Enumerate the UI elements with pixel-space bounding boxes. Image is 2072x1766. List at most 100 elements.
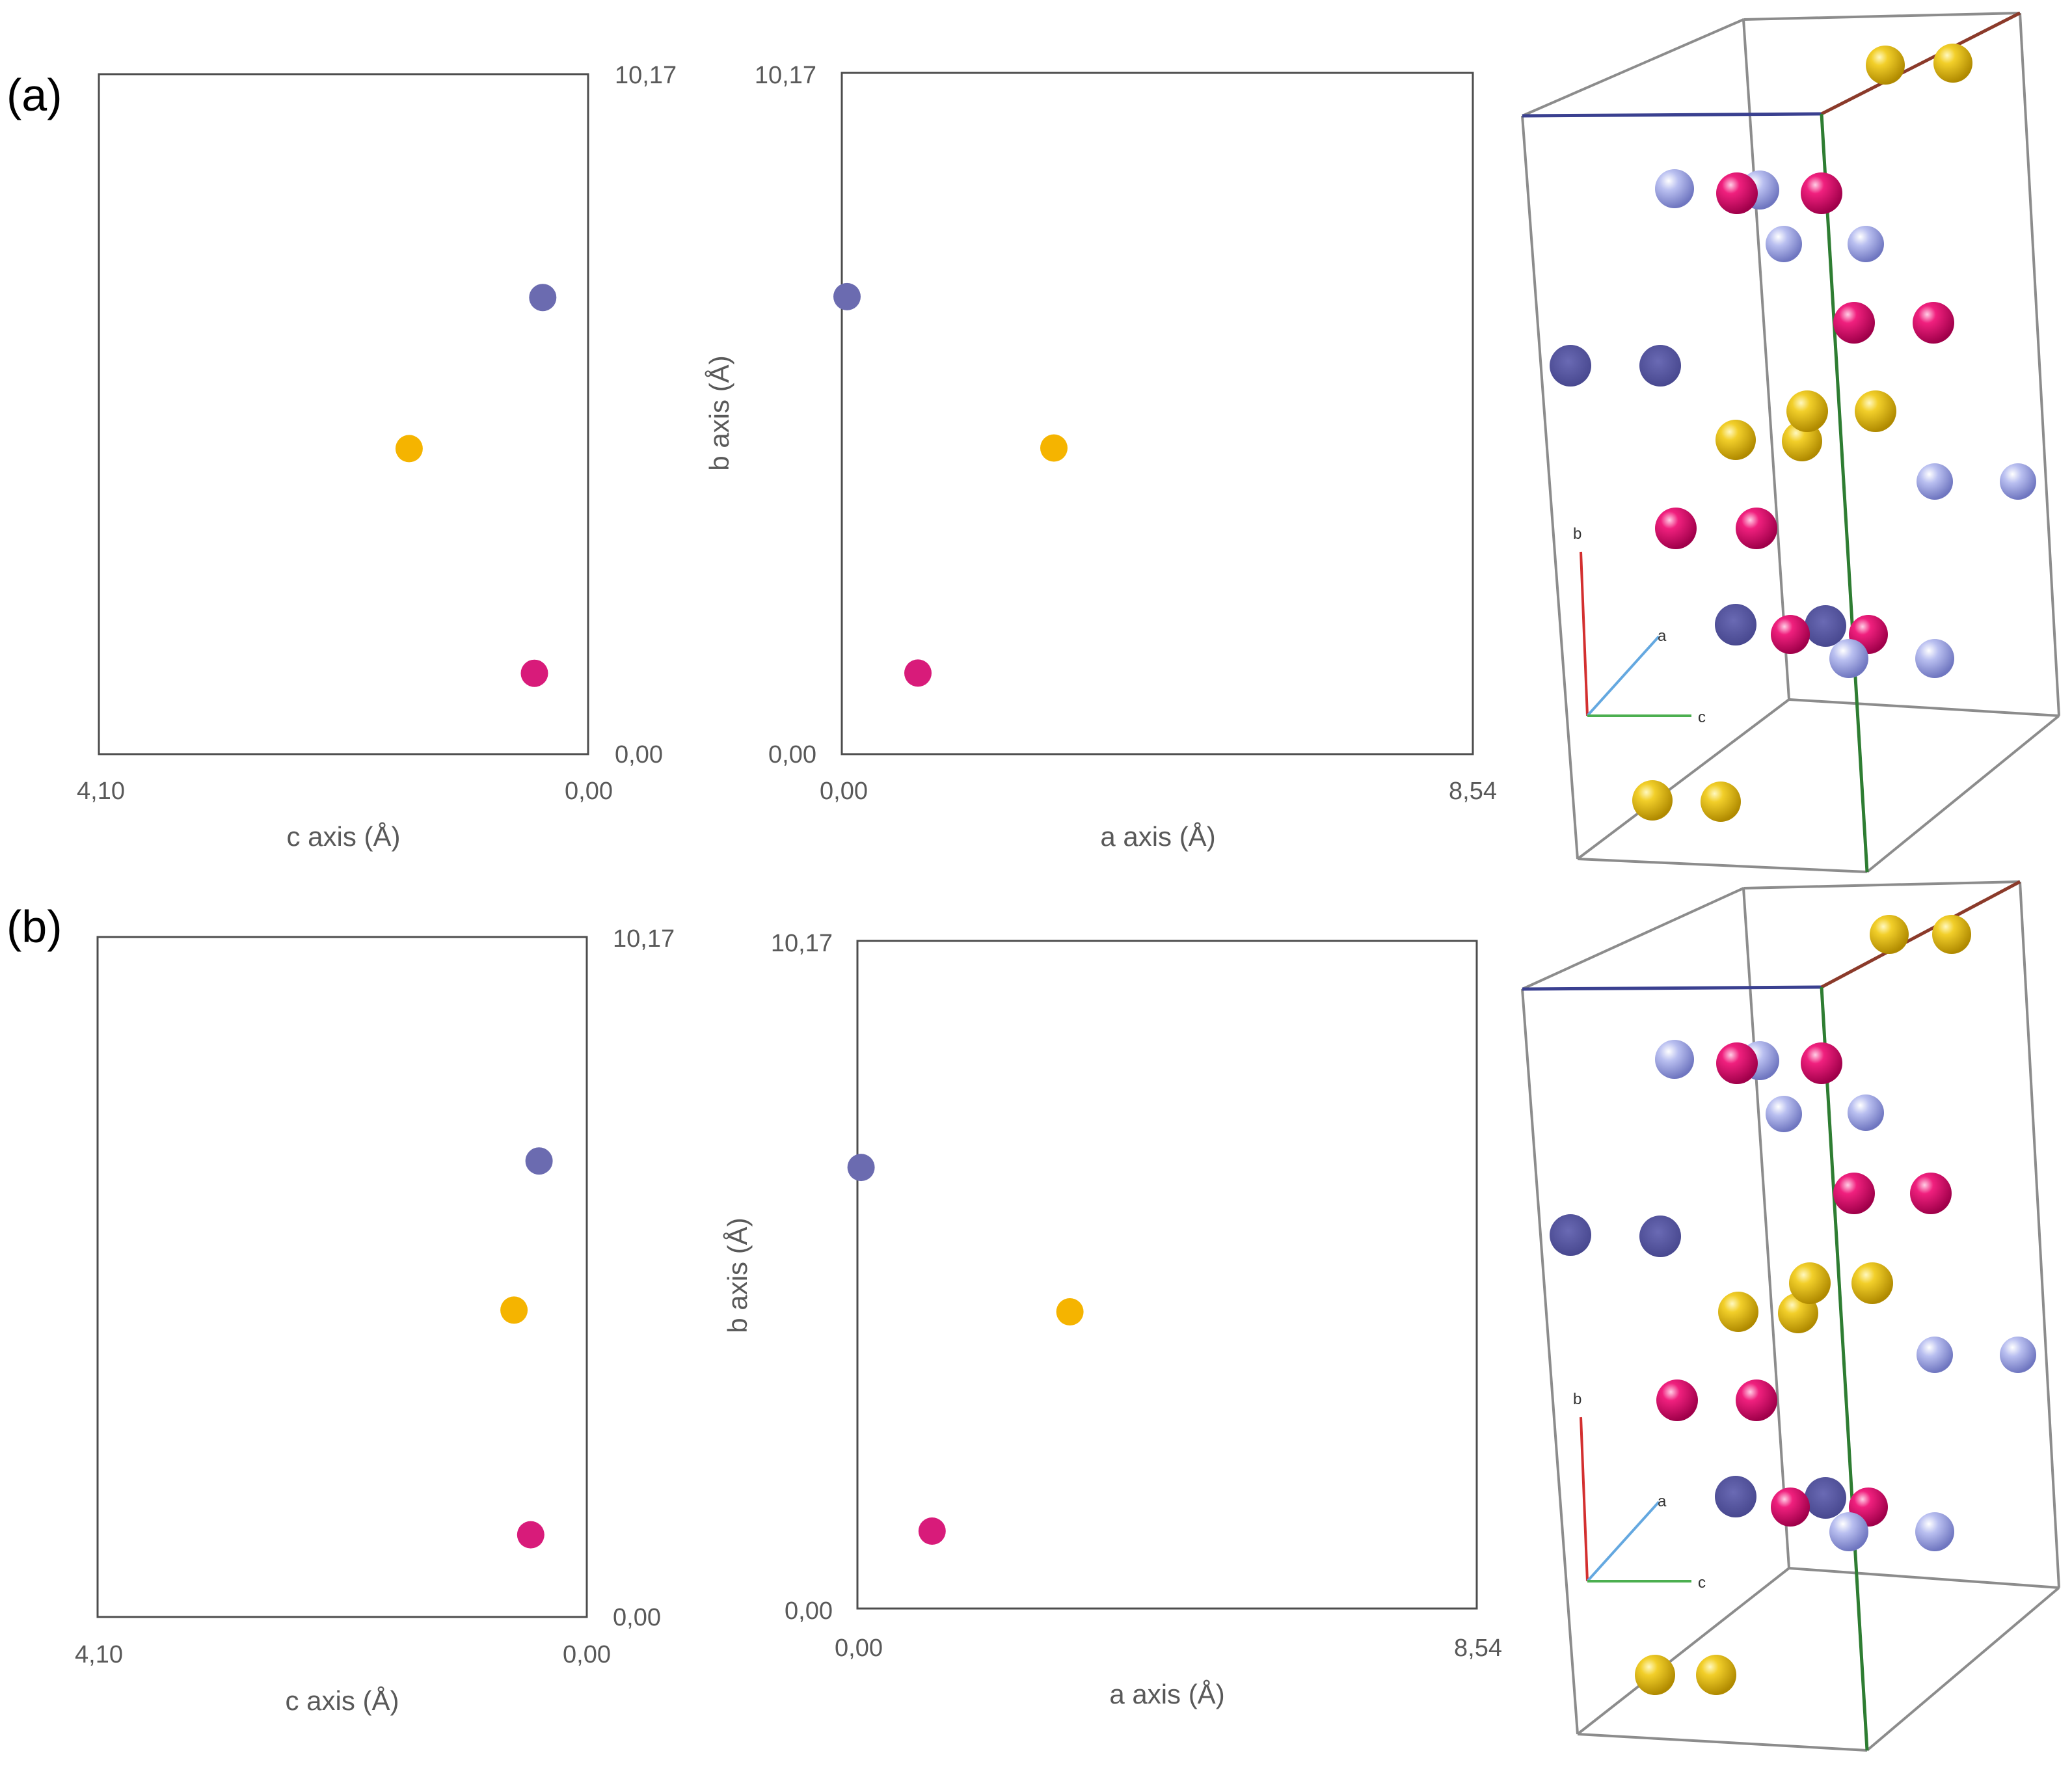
atom-yellow: [1696, 1655, 1736, 1695]
points-group: [395, 284, 557, 687]
atom-magenta: [1913, 302, 1954, 344]
atom-dark-blue: [1550, 1214, 1591, 1256]
atom-blue: [1917, 1337, 1953, 1373]
atom-dark-blue: [1805, 1477, 1846, 1519]
axes-indicator: b a c: [1573, 1391, 1706, 1592]
x-tick-label-right: 0,00: [563, 1641, 611, 1668]
atom-yellow: [1789, 1262, 1831, 1304]
atom-yellow: [1786, 390, 1828, 432]
y-axis-title: b axis (Å): [722, 1217, 753, 1333]
atom-magenta: [1655, 508, 1697, 549]
y-tick-label-bottom: 0,00: [613, 1604, 661, 1631]
atom-dark-blue: [1639, 1216, 1681, 1257]
x-axis-title: a axis (Å): [1109, 1679, 1224, 1709]
chart-ab-axis-a: 10,17 0,00 0,00 8,54 a axis (Å) b axis (…: [704, 62, 1497, 852]
plot-frame: [856, 940, 1478, 1610]
atom-blue: [2000, 1337, 2036, 1373]
plot-frame: [96, 936, 588, 1618]
atom-magenta: [1771, 1488, 1810, 1527]
atom-magenta: [1656, 1379, 1698, 1421]
y-tick-label-bottom: 0,00: [768, 741, 816, 768]
panel-label-b: (b): [7, 901, 62, 952]
plot-frame: [841, 72, 1474, 755]
crystal-structure-b: b a c: [1521, 880, 2060, 1752]
atom-blue: [1655, 1040, 1694, 1079]
data-point-yellow-atom: [1040, 434, 1068, 462]
atom-blue: [1915, 639, 1954, 678]
x-axis-title: c axis (Å): [286, 821, 400, 852]
y-tick-label-bottom: 0,00: [785, 1597, 833, 1625]
atom-magenta: [1833, 1173, 1875, 1214]
atom-blue: [1848, 1094, 1884, 1131]
atom-dark-blue: [1805, 605, 1846, 647]
data-point-yellow-atom: [500, 1296, 528, 1324]
x-tick-label-right: 8,54: [1454, 1635, 1502, 1662]
data-point-dark-blue-atom: [847, 1154, 875, 1182]
panel-label-a: (a): [7, 70, 62, 120]
atom-blue: [1829, 1512, 1868, 1551]
x-axis-title: a axis (Å): [1100, 821, 1215, 852]
plot-frame: [98, 73, 589, 755]
x-axis-title: c axis (Å): [285, 1685, 399, 1716]
axis-letter-b: b: [1573, 525, 1581, 543]
atom-blue: [1917, 463, 1953, 500]
atom-magenta: [1801, 1042, 1842, 1084]
atom-yellow: [1635, 1655, 1675, 1695]
atom-yellow: [1701, 781, 1741, 822]
chart-ab-axis-b: 10,17 0,00 0,00 8,54 a axis (Å) b axis (…: [722, 930, 1502, 1709]
atom-magenta: [1771, 615, 1810, 654]
chart-c-axis-a: 10,17 0,00 4,10 0,00 c axis (Å): [77, 62, 677, 852]
points-group: [500, 1147, 553, 1549]
atom-yellow: [1933, 44, 1972, 83]
unit-cell-edges: [1521, 11, 2060, 873]
atom-magenta: [1736, 1379, 1777, 1421]
y-tick-label-bottom: 0,00: [615, 741, 663, 768]
atom-blue: [1655, 169, 1694, 208]
x-tick-label-left: 0,00: [835, 1635, 883, 1662]
axis-letter-b: b: [1573, 1391, 1581, 1408]
data-point-dark-blue-atom: [833, 282, 861, 310]
atom-magenta: [1736, 508, 1777, 549]
x-tick-label-right: 0,00: [565, 778, 613, 805]
axis-letter-a: a: [1658, 627, 1667, 645]
data-point-dark-blue-atom: [529, 284, 557, 312]
atom-blue: [1766, 226, 1802, 262]
axis-letter-a: a: [1658, 1493, 1667, 1510]
atom-magenta: [1716, 1042, 1758, 1084]
atom-yellow: [1866, 46, 1905, 85]
chart-c-axis-b: 10,17 0,00 4,10 0,00 c axis (Å): [75, 925, 675, 1716]
x-tick-label-left: 4,10: [77, 778, 125, 805]
atom-dark-blue: [1715, 604, 1756, 645]
crystal-structure-a: b a c: [1521, 11, 2060, 873]
atom-yellow: [1718, 1292, 1758, 1332]
y-tick-label-top: 10,17: [615, 62, 677, 89]
x-tick-label-left: 4,10: [75, 1641, 123, 1668]
atom-yellow: [1851, 1262, 1893, 1304]
unit-cell-edges: [1521, 880, 2060, 1752]
data-point-dark-blue-atom: [525, 1147, 553, 1175]
atom-dark-blue: [1550, 345, 1591, 387]
data-point-magenta-atom: [918, 1517, 946, 1545]
data-point-magenta-atom: [520, 659, 548, 687]
x-tick-label-left: 0,00: [820, 778, 868, 805]
atoms: [1550, 44, 2036, 822]
atom-yellow: [1932, 915, 1971, 954]
axis-letter-c: c: [1698, 709, 1706, 726]
y-tick-label-top: 10,17: [771, 930, 833, 957]
atom-magenta: [1833, 302, 1875, 344]
atom-blue: [1829, 639, 1868, 678]
points-group: [833, 282, 1068, 687]
y-axis-title: b axis (Å): [704, 355, 734, 470]
atom-blue: [2000, 463, 2036, 500]
atom-blue: [1766, 1096, 1802, 1132]
atom-magenta: [1910, 1173, 1952, 1214]
axes-indicator: b a c: [1573, 525, 1706, 726]
data-point-magenta-atom: [517, 1521, 545, 1549]
x-tick-label-right: 8,54: [1449, 778, 1497, 805]
atom-yellow: [1855, 390, 1896, 432]
atom-magenta: [1801, 172, 1842, 214]
atom-yellow: [1715, 420, 1756, 460]
axis-letter-c: c: [1698, 1574, 1706, 1592]
points-group: [847, 1154, 1084, 1545]
